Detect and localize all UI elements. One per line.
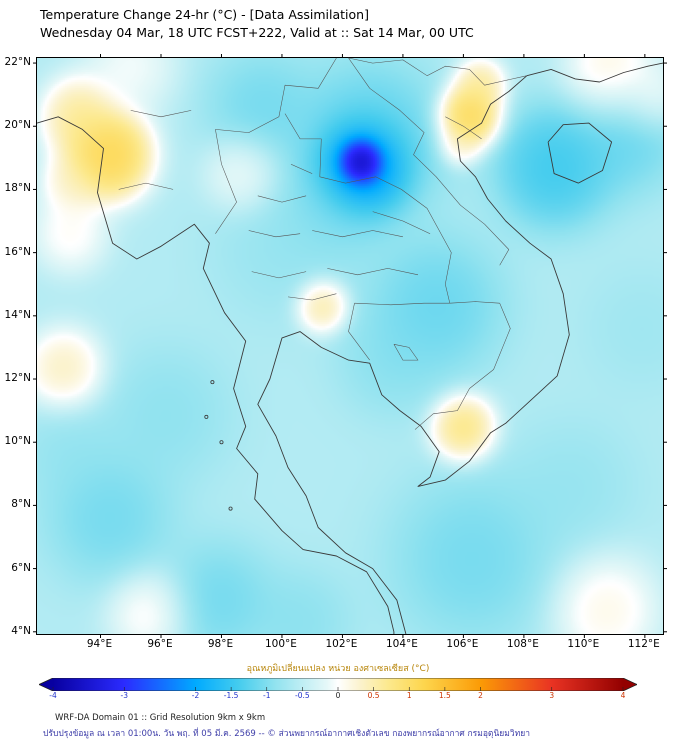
footer-update-info: ปรับปรุงข้อมูล ณ เวลา 01:00น. วัน พฤ. ที… (43, 729, 530, 739)
admin-border (251, 271, 307, 279)
colorbar-tick-label: 3 (549, 691, 555, 700)
lon-tick-label: 106°E (446, 638, 479, 650)
admin-border (348, 303, 370, 361)
colorbar-tick-label: 0.5 (367, 691, 380, 700)
footer-domain-info: WRF-DA Domain 01 :: Grid Resolution 9km … (55, 713, 266, 723)
colorbar-tick-label: 1.5 (438, 691, 451, 700)
admin-border (393, 344, 419, 361)
map-overlay (33, 54, 667, 638)
lon-tick-label: 100°E (264, 638, 297, 650)
chart-title: Temperature Change 24-hr (°C) - [Data As… (40, 7, 369, 22)
colorbar-label: อุณหภูมิเปลี่ยนแปลง หน่วย องศาเซลเซียส (… (246, 664, 430, 674)
lon-tick-label: 98°E (207, 638, 234, 650)
admin-border (348, 57, 527, 86)
lon-tick-label: 94°E (86, 638, 113, 650)
admin-border (257, 195, 307, 203)
admin-border (445, 116, 482, 140)
coastline (36, 116, 395, 634)
lat-tick-label: 4°N (11, 624, 31, 637)
lat-tick-label: 16°N (4, 245, 31, 258)
island-marker (204, 414, 209, 419)
colorbar-tick-label: -4 (49, 691, 57, 700)
colorbar-svg (38, 677, 638, 692)
lat-tick-label: 12°N (4, 372, 31, 385)
admin-border (354, 302, 450, 306)
lat-tick-label: 8°N (11, 498, 31, 511)
admin-border (414, 303, 511, 430)
admin-border (327, 268, 419, 276)
admin-border (372, 211, 431, 234)
lon-tick-label: 104°E (385, 638, 418, 650)
lon-tick-label: 112°E (627, 638, 660, 650)
lat-tick-label: 20°N (4, 119, 31, 132)
colorbar-right-arrow (623, 678, 637, 691)
heatmap-canvas (37, 58, 663, 634)
lon-tick-label: 108°E (506, 638, 539, 650)
colorbar-tick-label: 1 (406, 691, 412, 700)
admin-border (290, 163, 313, 174)
colorbar-tick-label: 0 (335, 691, 341, 700)
colorbar-tick-label: 4 (620, 691, 626, 700)
lat-tick-label: 14°N (4, 308, 31, 321)
island-marker (228, 506, 233, 511)
admin-border (248, 230, 301, 238)
colorbar-tick-label: -2 (191, 691, 200, 700)
colorbar-tick-label: -1 (263, 691, 271, 700)
admin-border (118, 182, 174, 190)
chart-subtitle: Wednesday 04 Mar, 18 UTC FCST+222, Valid… (40, 25, 474, 40)
lat-tick-label: 6°N (11, 561, 31, 574)
admin-border (130, 110, 192, 118)
coastline (547, 122, 613, 184)
colorbar-tick-label: -1.5 (223, 691, 239, 700)
lon-tick-label: 96°E (147, 638, 173, 650)
lat-tick-label: 10°N (4, 435, 31, 448)
island-marker (219, 440, 224, 445)
lat-tick-label: 18°N (4, 182, 31, 195)
colorbar-tick-label: -0.5 (295, 691, 310, 700)
island-marker (210, 380, 215, 385)
admin-border (449, 301, 500, 304)
colorbar-left-arrow (39, 678, 53, 691)
admin-border (312, 230, 403, 238)
lon-tick-label: 102°E (325, 638, 358, 650)
coastline (257, 75, 570, 635)
map-plot-area (33, 54, 667, 638)
lat-tick-label: 22°N (4, 56, 31, 69)
colorbar-tick-label: 2 (478, 691, 483, 700)
admin-border (215, 129, 237, 234)
lon-tick-label: 110°E (567, 638, 600, 650)
colorbar (38, 676, 638, 692)
coastline (526, 62, 664, 83)
admin-border (287, 293, 337, 301)
colorbar-tick-label: -3 (120, 691, 128, 700)
admin-border (348, 57, 510, 266)
admin-border (215, 57, 337, 133)
admin-border (284, 113, 452, 304)
